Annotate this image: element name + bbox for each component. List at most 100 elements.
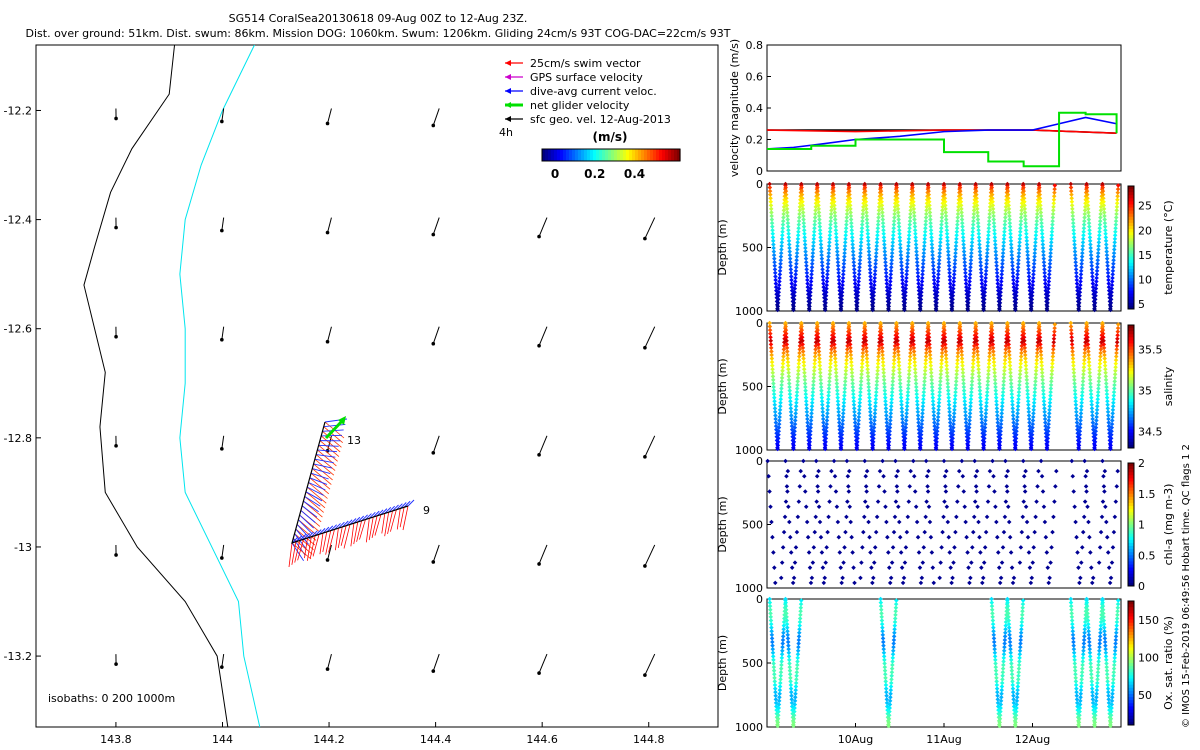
colorbar-tick-label: 150 (1138, 614, 1159, 627)
isobath-lines (83, 44, 261, 728)
colorbar-cell (1128, 700, 1134, 704)
dac-vector (384, 507, 392, 514)
colorbar-cell (1128, 408, 1134, 412)
track-line (291, 421, 409, 544)
legend-label: 25cm/s swim vector (530, 57, 641, 70)
colorbar-cell (1128, 616, 1134, 621)
dac-vector (313, 463, 333, 469)
colorbar-cell (1128, 669, 1134, 673)
current-arrow-head (431, 232, 436, 237)
current-arrow (221, 435, 225, 449)
colorbar-tick-label: 5 (1138, 298, 1145, 311)
colorbar-cell (1128, 352, 1134, 357)
map-panel: 143.8 144 144.2 144.4 144.6 144.8 -12.2 -12.4 -1… (4, 44, 719, 746)
legend-swatch-head (505, 88, 511, 94)
data-point (808, 282, 814, 288)
data-point (808, 286, 813, 291)
colorbar-cell (1128, 515, 1134, 519)
swim-vector (319, 440, 340, 457)
data-point (794, 261, 799, 267)
velocity-ylabel: velocity magnitude (m/s) (728, 39, 741, 177)
swim-vector (356, 520, 362, 542)
colorbar-cell (545, 149, 549, 161)
depth-ylabel: Depth (m) (716, 219, 729, 275)
legend-label: dive-avg current veloc. (530, 85, 657, 98)
colorbar-cell (1128, 607, 1134, 611)
colorbar-cell (1128, 709, 1134, 714)
swim-vector (304, 496, 324, 513)
data-point (788, 270, 794, 276)
title-line-1: SG514 CoralSea20130618 09-Aug 00Z to 12-… (229, 12, 528, 25)
time-xtick-label: 10Aug (838, 733, 873, 746)
data-point (807, 307, 812, 313)
colorbar-cell (1128, 512, 1134, 516)
colorbar-cell (1128, 610, 1134, 614)
data-point (777, 272, 783, 277)
colorbar-cell (626, 149, 630, 161)
colorbar-tick-label: 20 (1138, 224, 1152, 237)
colorbar-cell (1128, 361, 1134, 366)
current-arrow (221, 326, 225, 340)
depth-ylabel: Depth (m) (716, 358, 729, 414)
data-point (791, 297, 797, 302)
data-point (809, 265, 815, 270)
dac-vector (310, 472, 329, 480)
dac-vector (318, 528, 326, 535)
dac-vector (407, 499, 415, 507)
colorbar-cell (554, 149, 558, 161)
dac-vector (341, 520, 349, 528)
swim-vector (305, 491, 326, 509)
dac-vector (388, 505, 396, 513)
velocity-ytick-label: 0 (756, 165, 763, 178)
velocity-series (766, 129, 1117, 134)
colorbar-cell (563, 149, 567, 161)
colorbar-cell (1128, 628, 1134, 633)
data-point (793, 272, 798, 277)
net-velocity-arrowhead (338, 416, 346, 425)
data-point (775, 304, 781, 309)
current-arrow (432, 653, 440, 672)
colorbar-cell (1128, 490, 1134, 495)
current-arrow (221, 108, 225, 122)
colorbar-cell (1128, 552, 1134, 556)
colorbar-cell (1128, 499, 1134, 504)
colorbar-cell (1128, 256, 1134, 261)
data-point (791, 304, 796, 309)
swim-vector (320, 435, 341, 453)
data-point (776, 297, 781, 302)
current-arrow (644, 544, 656, 567)
data-point (803, 259, 809, 265)
colorbar-cell (587, 149, 591, 161)
dac-vector (361, 514, 368, 522)
colorbar-cell (1128, 287, 1134, 292)
velocity-ytick-label: 0.2 (746, 134, 764, 147)
colorbar-cell (1128, 290, 1134, 295)
colorbar-cell (677, 149, 681, 161)
colorbar-cell (1128, 524, 1134, 529)
colorbar-cell (1128, 192, 1134, 196)
current-arrow-head (431, 560, 436, 564)
data-point (793, 279, 798, 284)
data-point (777, 279, 782, 284)
time-xtick-label: 12Aug (1015, 733, 1050, 746)
data-point (793, 265, 799, 270)
colorbar-tick-label: 34.5 (1138, 426, 1163, 439)
colorbar-cell (1128, 463, 1134, 467)
current-arrow-head (643, 345, 647, 350)
colorbar-cell (1128, 343, 1134, 348)
colorbar-cell (1128, 374, 1134, 378)
colorbar-cell (1128, 684, 1134, 689)
swim-vector (335, 528, 339, 551)
map-colorbar: 0 0.2 0.4 (541, 148, 681, 181)
colorbar-cell (1128, 247, 1134, 252)
data-point (777, 268, 783, 274)
map-xtick-label: 143.8 (100, 733, 132, 746)
swim-vector (296, 524, 317, 541)
data-point (809, 272, 814, 277)
colorbar-cell (1128, 411, 1134, 415)
colorbar-cell (1128, 398, 1134, 403)
colorbar-cell (1128, 666, 1134, 670)
colorbar-cell (1128, 358, 1134, 363)
dac-vector (299, 534, 307, 541)
colorbar-cell (617, 149, 621, 161)
